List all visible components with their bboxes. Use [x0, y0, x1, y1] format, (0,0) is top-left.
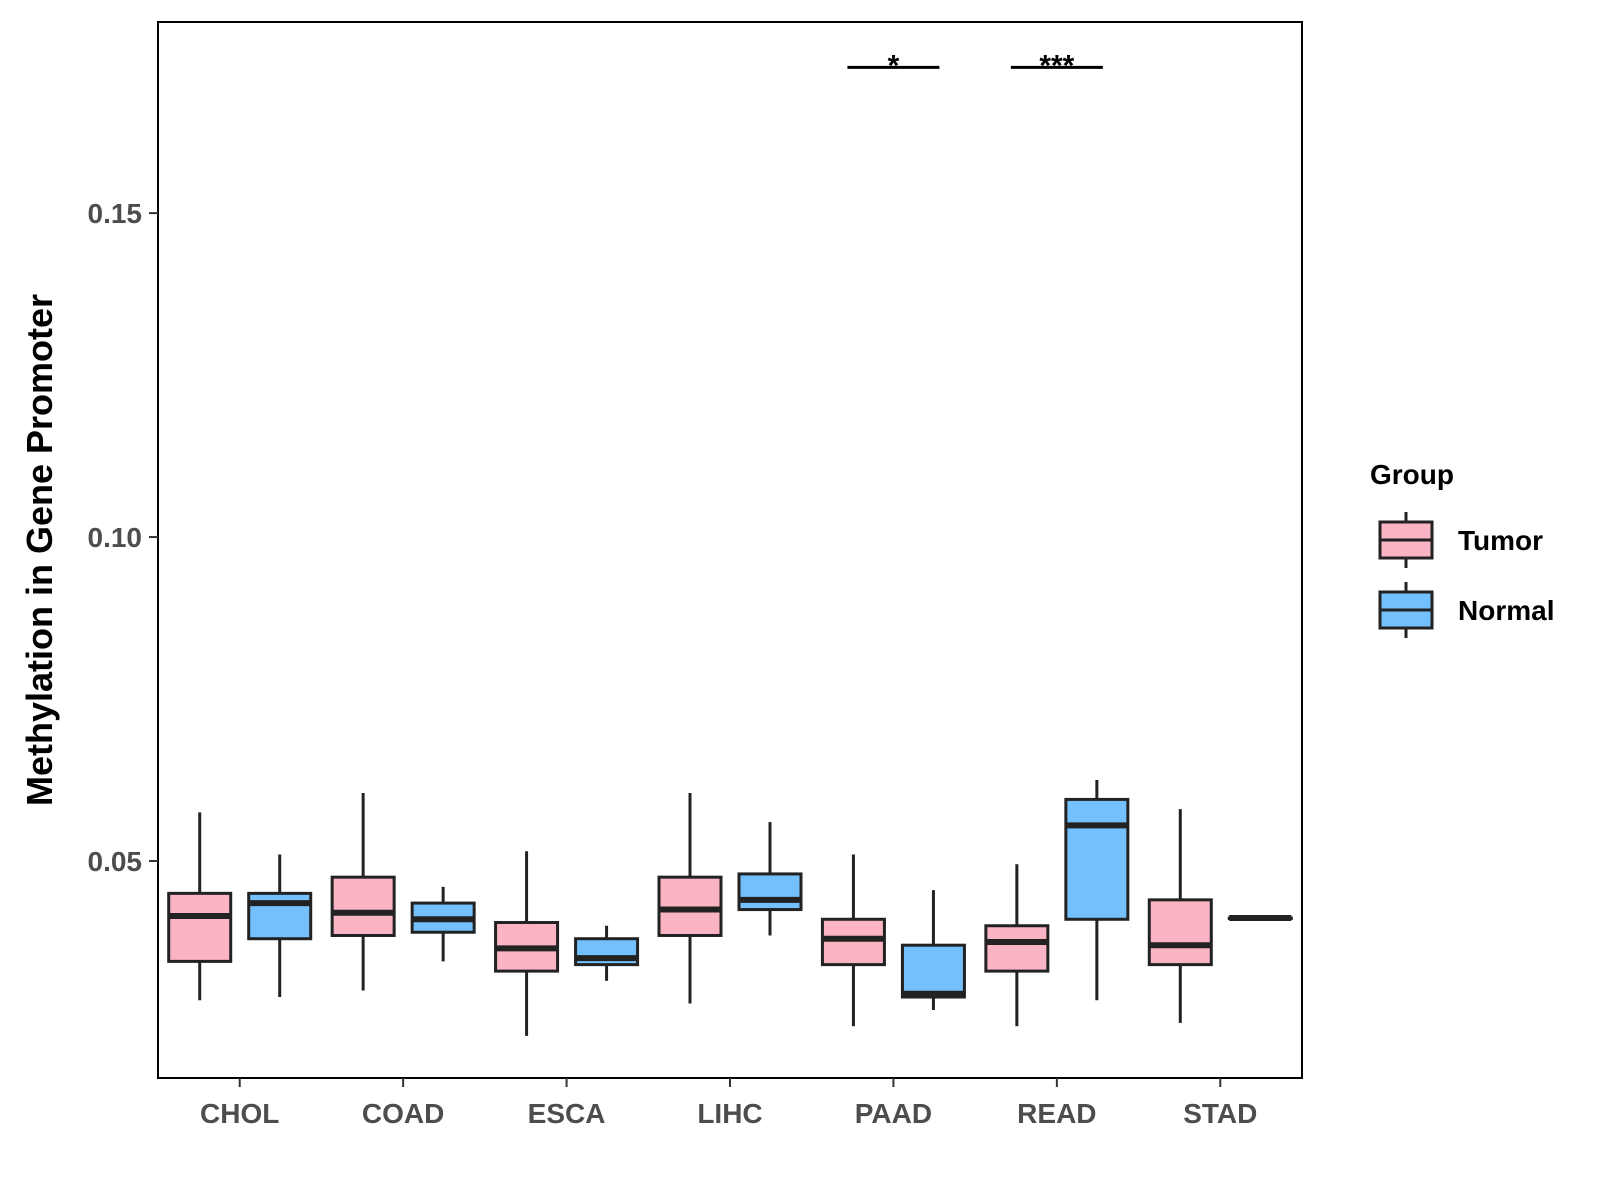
significance-annotations: * *** [847, 49, 1103, 82]
legend-entry-normal: Normal [1378, 582, 1554, 638]
y-tick-label: 0.15 [88, 198, 143, 229]
iqr-box [820, 917, 886, 967]
box-normal-chol [247, 854, 313, 998]
significance-paad: * [847, 49, 940, 82]
legend: Group Tumor Normal [1370, 459, 1554, 638]
iqr-box [657, 875, 723, 937]
boxes-layer [167, 779, 1293, 1036]
legend-label: Normal [1458, 595, 1554, 626]
x-tick-label-read: READ [1017, 1098, 1096, 1129]
box-tumor-stad [1147, 809, 1213, 1023]
x-tick-label-chol: CHOL [200, 1098, 279, 1129]
x-tick-label-esca: ESCA [528, 1098, 606, 1129]
box-normal-lihc [737, 822, 803, 936]
x-tick-label-stad: STAD [1183, 1098, 1257, 1129]
iqr-box [167, 891, 233, 963]
iqr-box [1147, 898, 1213, 967]
x-tick-label-paad: PAAD [855, 1098, 932, 1129]
box-tumor-lihc [657, 792, 723, 1004]
iqr-box [330, 875, 396, 937]
box-tumor-esca [494, 851, 560, 1036]
iqr-box [900, 943, 966, 999]
legend-entry-tumor: Tumor [1378, 512, 1543, 568]
box-normal-paad [900, 890, 966, 1010]
box-tumor-read [984, 864, 1050, 1027]
legend-title: Group [1370, 459, 1454, 490]
significance-label: * [888, 49, 900, 82]
y-axis: 0.05 0.10 0.15 [88, 198, 158, 877]
y-tick-label: 0.10 [88, 522, 143, 553]
significance-label: *** [1039, 49, 1074, 82]
box-normal-esca [574, 925, 640, 981]
x-tick-label-coad: COAD [362, 1098, 444, 1129]
box-normal-read [1064, 779, 1130, 1001]
box-tumor-coad [330, 792, 396, 991]
box-normal-coad [410, 886, 476, 962]
iqr-box [984, 924, 1050, 973]
box-normal-stad [1227, 914, 1293, 921]
y-tick-label: 0.05 [88, 846, 143, 877]
iqr-box [1064, 797, 1130, 921]
plot-panel [157, 21, 1303, 1079]
x-axis: CHOL COAD ESCA LIHC PAAD READ STAD [200, 1078, 1257, 1129]
box-tumor-chol [167, 812, 233, 1001]
x-tick-label-lihc: LIHC [697, 1098, 762, 1129]
legend-label: Tumor [1458, 525, 1543, 556]
significance-read: *** [1010, 49, 1103, 82]
iqr-box [737, 872, 803, 912]
box-tumor-paad [820, 854, 886, 1027]
y-axis-title: Methylation in Gene Promoter [19, 294, 60, 806]
